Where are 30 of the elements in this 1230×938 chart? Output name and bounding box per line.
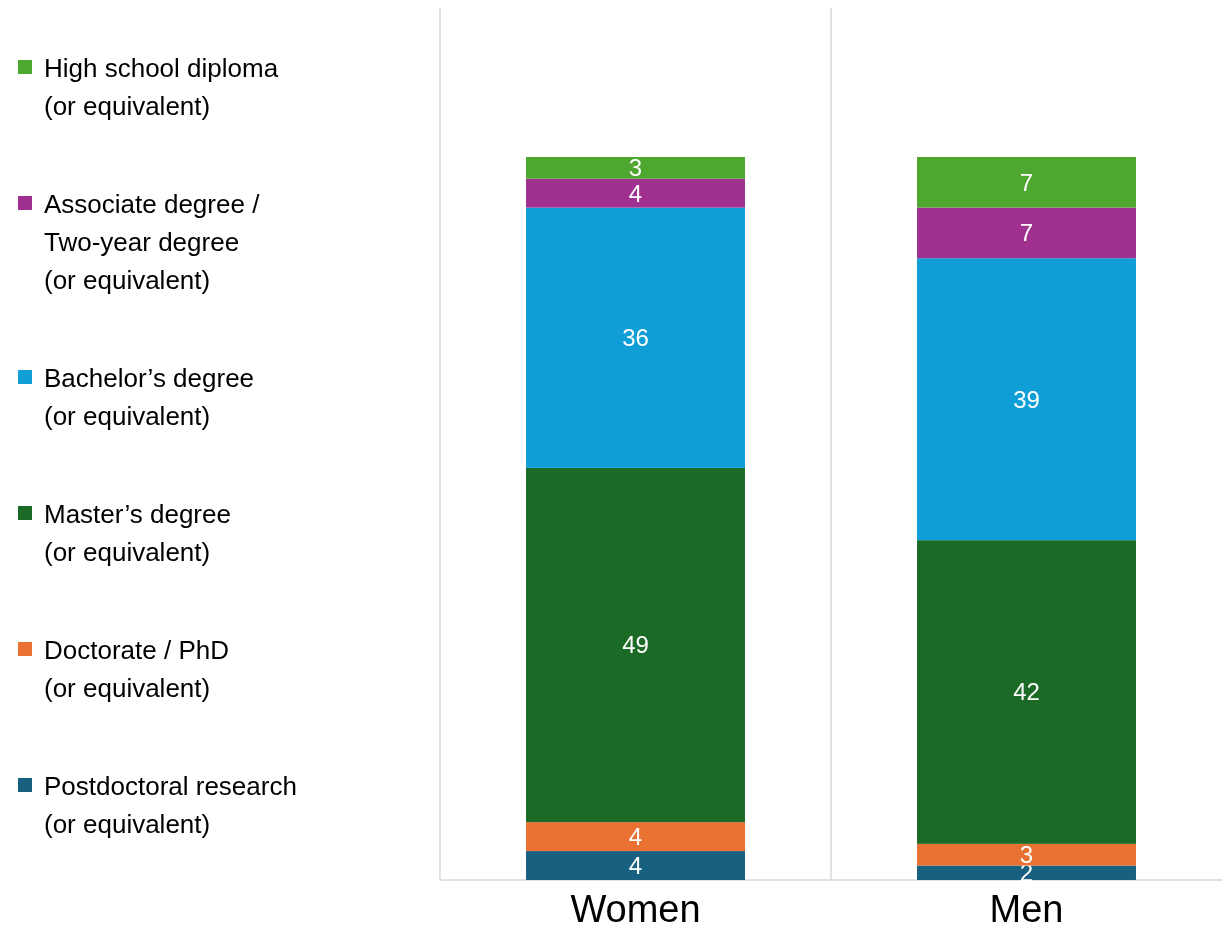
data-label: 4 [628,179,643,207]
legend-label: Doctorate / PhD (or equivalent) [44,634,229,703]
data-label: 4 [628,823,643,851]
bar [526,822,745,852]
data-label: 49 [622,631,649,659]
data-label: 7 [1019,219,1034,247]
bar [917,865,1136,880]
bar [526,467,745,823]
data-label: 36 [622,324,649,352]
bar [917,540,1136,844]
x-tick-label: Men [989,888,1064,930]
legend-label: Bachelor’s degree (or equivalent) [44,362,255,431]
legend-label: Associate degree / Two-year degree (or equivalent) [44,188,261,295]
legend-label: Master’s degree (or equivalent) [44,498,231,567]
bar [917,258,1136,541]
legend-label: High school diploma (or equivalent) [44,52,279,121]
data-label: 4 [628,851,643,879]
bar [526,157,745,179]
data-label: 39 [1013,385,1040,413]
data-label: 7 [1019,168,1034,196]
x-tick-label: Women [570,888,701,930]
bar [526,207,745,468]
data-label: 3 [628,154,643,182]
bar [917,843,1136,866]
legend-label: Postdoctoral research (or equivalent) [44,770,297,839]
bar [526,178,745,208]
bar [917,157,1136,208]
data-label: 42 [1013,678,1040,706]
bar [917,207,1136,259]
bar [526,851,745,880]
